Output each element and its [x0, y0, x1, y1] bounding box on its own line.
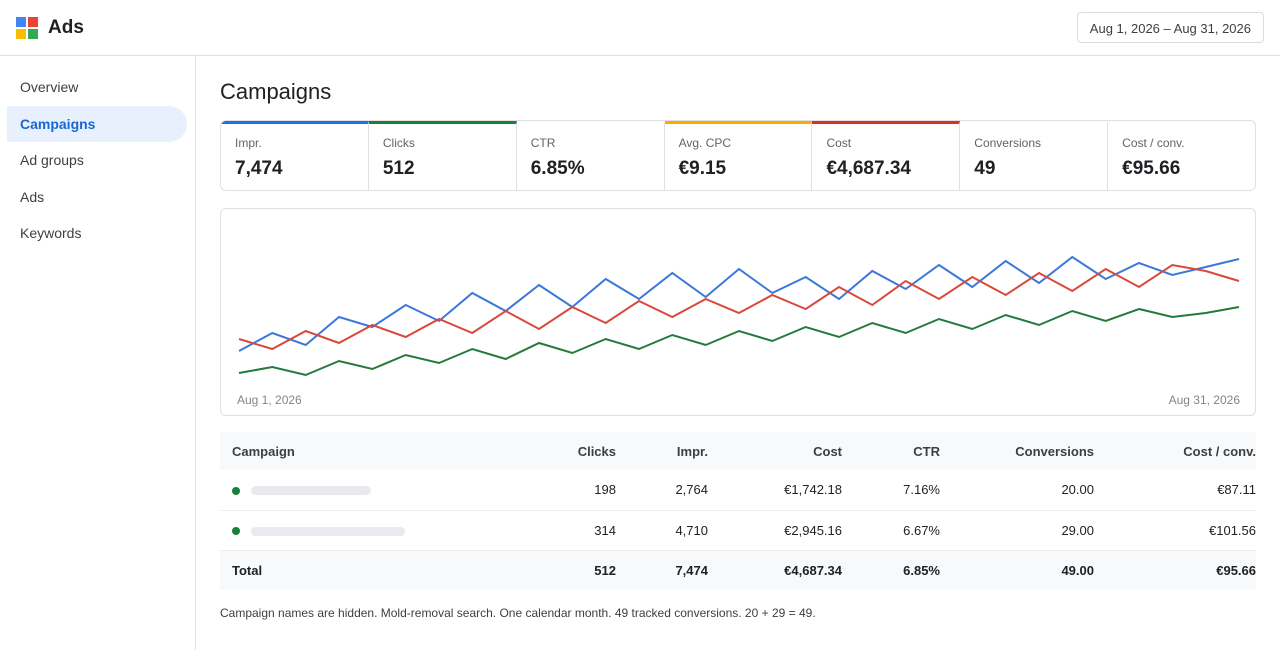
total-cell: €4,687.34 [708, 550, 842, 590]
column-header[interactable]: Cost [708, 432, 842, 470]
table-cell: €87.11 [1094, 470, 1256, 511]
series-line [238, 306, 1240, 377]
logo [16, 17, 38, 39]
metric-label: Impr. [235, 136, 262, 150]
date-range-picker[interactable]: Aug 1, 2026 – Aug 31, 2026 [1076, 12, 1264, 43]
table-row: 198 2,764 €1,742.18 7.16% 20.00 €87.11 [220, 470, 1256, 511]
table-row: 314 4,710 €2,945.16 6.67% 29.00 €101.56 [220, 510, 1256, 551]
nav-item[interactable]: Ad groups [20, 152, 84, 168]
column-header[interactable]: Impr. [616, 432, 708, 470]
metric-label: CTR [530, 136, 556, 150]
total-cell: €95.66 [1094, 550, 1256, 590]
metric-card[interactable]: Impr. 7,474 [221, 121, 369, 190]
column-header[interactable]: Clicks [510, 432, 616, 470]
hidden-name [251, 486, 371, 496]
metric-cards: Impr. 7,474 Clicks 512 CTR 6.85% Avg. CPC €9.15… [220, 120, 1256, 191]
total-cell: 512 [510, 550, 616, 590]
total-row: Total 512 7,474 €4,687.34 6.85% 49.00 €95.66 [220, 550, 1256, 590]
x-end-label: Aug 31, 2026 [1168, 393, 1240, 407]
header: Ads Aug 1, 2026 – Aug 31, 2026 [0, 0, 1280, 56]
metric-card[interactable]: Cost €4,687.34 [812, 121, 961, 190]
campaign-table: Campaign Clicks Impr. Cost CTR Conversions Cos… [220, 432, 1256, 590]
table-cell: 7.16% [842, 470, 940, 511]
footnote: Campaign names are hidden. Mold-removal … [220, 606, 816, 620]
total-cell: 49.00 [940, 550, 1094, 590]
chart-plot [238, 255, 1240, 377]
status-dot [232, 527, 240, 536]
table-cell: €101.56 [1094, 510, 1256, 551]
total-cell: Total [220, 550, 510, 590]
table-cell: 314 [510, 510, 616, 551]
column-header[interactable]: CTR [842, 432, 940, 470]
total-cell: 6.85% [842, 550, 940, 590]
metric-label: Cost [826, 136, 852, 150]
metric-value: 6.85% [530, 158, 585, 179]
app-name: Ads [48, 17, 84, 38]
series-line [238, 255, 1240, 352]
table-cell: 29.00 [940, 510, 1094, 551]
metric-card[interactable]: CTR 6.85% [517, 121, 665, 190]
metric-card[interactable]: Cost / conv. €95.66 [1108, 121, 1255, 190]
metric-value: 512 [382, 158, 415, 179]
metric-value: €95.66 [1122, 158, 1181, 179]
metric-value: €9.15 [678, 158, 727, 179]
nav-item[interactable]: Campaigns [7, 105, 187, 142]
metric-value: 7,474 [235, 158, 283, 179]
page-title: Campaigns [220, 79, 332, 104]
campaign-cell [220, 470, 510, 511]
metric-value: €4,687.34 [826, 158, 911, 179]
table-cell: €1,742.18 [708, 470, 842, 511]
nav-item[interactable]: Ads [20, 188, 45, 205]
nav-item[interactable]: Keywords [20, 225, 82, 241]
nav-item[interactable]: Overview [20, 79, 79, 95]
table-cell: 20.00 [940, 470, 1094, 511]
table-cell: 4,710 [616, 510, 708, 551]
table-cell: 198 [510, 470, 616, 511]
sidebar: Overview Campaigns Ad groups Ads Keywords [0, 56, 196, 650]
chart: Aug 1, 2026 Aug 31, 2026 [220, 208, 1256, 416]
metric-card[interactable]: Conversions 49 [960, 121, 1109, 190]
x-start-label: Aug 1, 2026 [237, 393, 302, 407]
metric-card[interactable]: Avg. CPC €9.15 [664, 121, 813, 190]
metric-card[interactable]: Clicks 512 [368, 121, 517, 190]
hidden-name [251, 526, 405, 536]
metric-label: Clicks [382, 136, 415, 150]
table-cell: €2,945.16 [708, 510, 842, 551]
total-cell: 7,474 [616, 550, 708, 590]
metric-label: Cost / conv. [1122, 136, 1185, 150]
metric-value: 49 [974, 158, 996, 179]
metric-label: Conversions [974, 136, 1041, 150]
campaign-cell [220, 510, 510, 551]
column-header[interactable]: Conversions [940, 432, 1094, 470]
series-line [238, 263, 1240, 351]
column-header[interactable]: Cost / conv. [1094, 432, 1256, 470]
metric-label: Avg. CPC [678, 136, 732, 150]
table-cell: 6.67% [842, 510, 940, 551]
table-cell: 2,764 [616, 470, 708, 511]
column-header[interactable]: Campaign [220, 432, 510, 470]
status-dot [232, 486, 240, 495]
